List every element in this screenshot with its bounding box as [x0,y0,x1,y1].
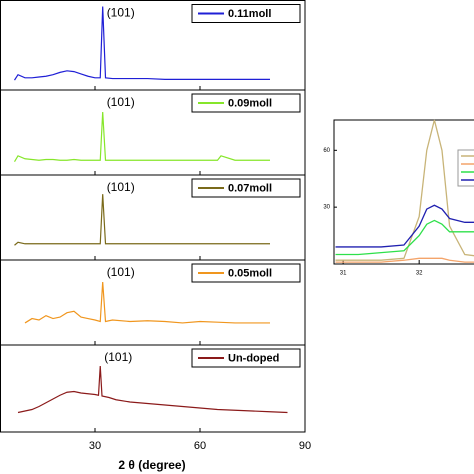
legend-label: 0.07moll [228,182,272,194]
x-tick-label: 90 [299,440,311,452]
data-line [335,257,474,263]
data-line [14,194,270,246]
legend-label: 0.05moll [228,267,272,279]
data-line [335,119,474,261]
data-line [13,6,270,81]
legend-box [191,263,301,283]
data-line [17,365,288,414]
y-tick-label: 60 [323,148,330,154]
x-tick-label: 31 [340,271,347,277]
peak-annotation: (101) [107,265,135,279]
x-tick-label: 30 [89,440,101,452]
plot-frame [333,119,474,265]
legend-box [191,4,301,23]
legend-box [457,149,474,187]
data-line [335,204,474,248]
legend-label: 0.09moll [228,97,272,109]
x-tick-label: 32 [416,271,423,277]
data-line [13,112,270,163]
x-axis-label: 2 θ (degree) [118,458,185,472]
peak-annotation: (101) [107,95,135,109]
legend-box [191,93,301,113]
plot-frame [0,344,306,433]
data-line [335,219,474,256]
legend-label: Un-doped [228,352,279,364]
legend-box [191,178,301,198]
peak-annotation: (101) [107,6,135,20]
peak-annotation: (101) [107,180,135,194]
peak-annotation: (101) [104,350,132,364]
legend-box [191,348,301,368]
x-tick-label: 60 [194,440,206,452]
y-tick-label: 30 [323,205,330,211]
legend-label: 0.11moll [228,8,271,20]
data-line [24,282,270,324]
